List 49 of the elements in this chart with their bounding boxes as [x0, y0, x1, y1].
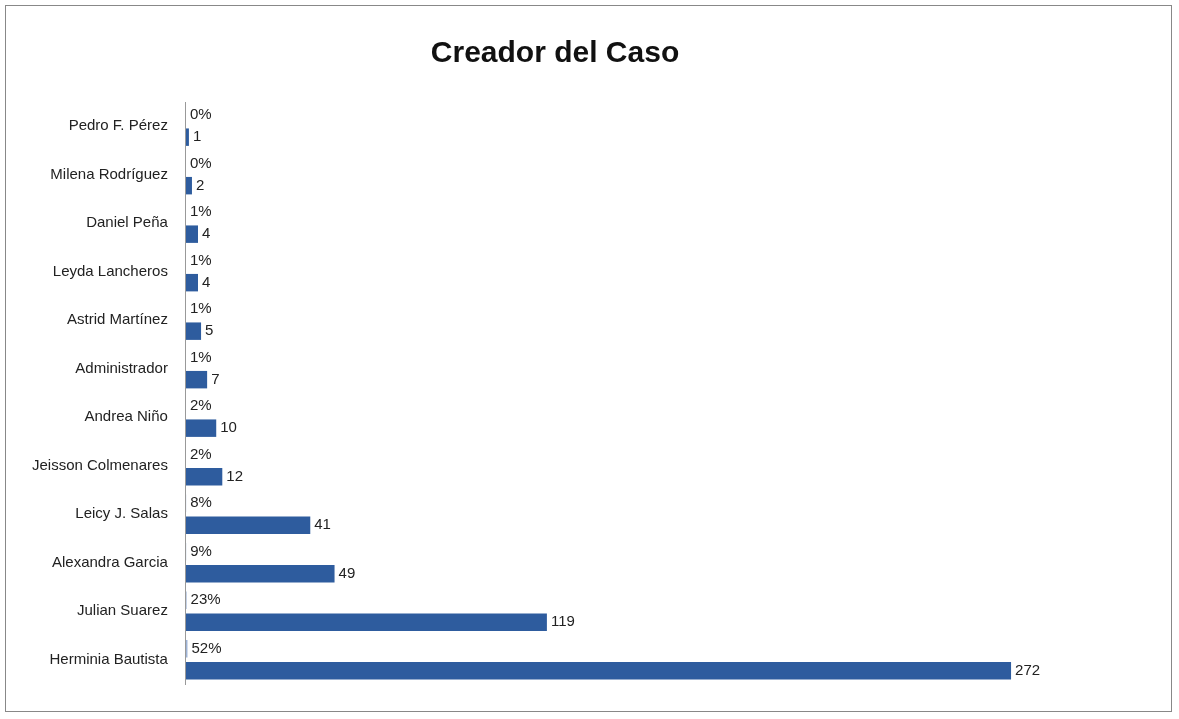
bar: [185, 516, 311, 534]
data-label: 7: [211, 369, 220, 387]
data-label: 2%: [189, 396, 212, 414]
data-label: 1: [192, 127, 202, 145]
bar: [185, 467, 223, 486]
data-label: 5: [205, 321, 214, 339]
data-label: 9%: [190, 541, 212, 559]
y-tick-label: Milena Rodríguez: [50, 164, 168, 182]
bar: [185, 419, 217, 437]
y-tick-label: Daniel Peña: [86, 213, 169, 231]
y-tick-label: Julian Suarez: [77, 601, 168, 619]
y-tick-label: Astrid Martínez: [67, 310, 168, 328]
data-label: 0%: [189, 105, 212, 123]
data-label: 1%: [189, 299, 212, 317]
bar: [185, 661, 1012, 680]
chart-title: Creador del Caso: [430, 35, 680, 69]
data-label: 4: [202, 224, 211, 242]
data-label: 2: [195, 175, 205, 193]
y-tick-label: Herminia Bautista: [49, 649, 169, 667]
data-label: 10: [220, 418, 237, 436]
y-tick-label: Pedro F. Pérez: [68, 116, 168, 134]
data-label: 272: [1015, 660, 1041, 678]
y-tick-label: Alexandra Garcia: [51, 552, 169, 570]
bar: [185, 273, 199, 292]
data-label: 1%: [189, 202, 212, 220]
bar: [185, 322, 202, 340]
data-label: 0%: [189, 153, 212, 171]
bar: [185, 564, 335, 583]
data-label: 119: [550, 612, 575, 630]
y-tick-label: Leicy J. Salas: [75, 504, 168, 522]
y-tick-label: Andrea Niño: [84, 407, 168, 425]
data-label: 4: [202, 272, 211, 290]
bar: [185, 613, 547, 631]
data-label: 12: [226, 466, 243, 484]
y-tick-label: Jeisson Colmenares: [31, 455, 168, 473]
data-label: 1%: [189, 250, 212, 268]
y-tick-label: Leyda Lancheros: [52, 261, 168, 279]
data-label: 49: [338, 563, 356, 581]
data-label: 2%: [189, 444, 212, 462]
data-label: 23%: [190, 590, 221, 608]
bar: [185, 128, 189, 146]
bar: [185, 225, 199, 243]
data-label: 8%: [190, 493, 212, 511]
data-label: 41: [314, 515, 331, 533]
data-label: 52%: [191, 638, 222, 656]
data-label: 1%: [189, 347, 212, 365]
bar: [185, 176, 192, 195]
bar: [185, 370, 208, 389]
y-tick-label: Administrador: [75, 358, 168, 376]
